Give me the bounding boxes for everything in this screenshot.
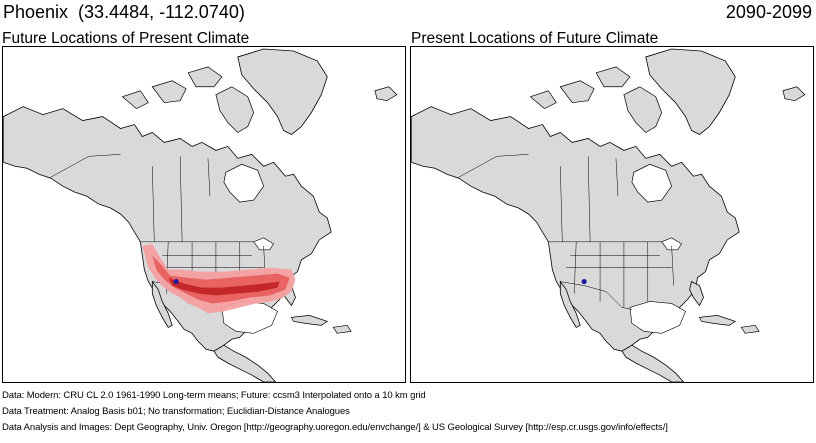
land-masses-right [411, 48, 806, 382]
analog-region [142, 243, 296, 314]
baffin-island [215, 86, 255, 133]
greenland-right [645, 48, 736, 135]
greenland [237, 48, 328, 135]
map-panel-future-locations [2, 46, 406, 383]
great-lakes-right [661, 237, 683, 251]
footer-data-source: Data: Modern: CRU CL 2.0 1961-1990 Long-… [2, 390, 426, 401]
cuba-right [698, 315, 737, 326]
land-masses [3, 48, 398, 382]
site-marker-phoenix [173, 279, 179, 285]
baja-california-right [559, 280, 581, 328]
arctic-island-2 [187, 66, 223, 88]
map-panel-present-locations [410, 46, 814, 383]
central-america-right [621, 344, 685, 382]
central-america [213, 344, 277, 382]
arctic-island-1-right [559, 80, 595, 104]
panel-title-present-locations: Present Locations of Future Climate [411, 30, 659, 47]
florida-right [689, 281, 704, 307]
political-boundaries-right [456, 154, 674, 310]
arctic-island-3 [121, 90, 149, 110]
hudson-bay [223, 163, 265, 203]
location-title: Phoenix (33.4484, -112.0740) [3, 2, 245, 22]
site-marker-phoenix-right [581, 279, 587, 285]
baja-california [151, 280, 173, 328]
analog-region-dark [168, 277, 280, 296]
gulf-of-mexico-right [629, 301, 686, 334]
hispaniola [332, 324, 352, 334]
arctic-island-1 [151, 80, 187, 104]
iceland-right [782, 86, 806, 102]
footer-analysis-credits: Data Analysis and Images: Dept Geography… [2, 422, 668, 433]
period-title: 2090-2099 [725, 2, 812, 22]
north-america-map-right [411, 48, 806, 382]
hudson-bay-right [631, 163, 673, 203]
panel-title-future-locations: Future Locations of Present Climate [2, 30, 250, 47]
arctic-island-2-right [595, 66, 631, 88]
baffin-island-right [623, 86, 663, 133]
arctic-island-3-right [529, 90, 557, 110]
north-america-map-left [3, 48, 398, 382]
footer-data-treatment: Data Treatment: Analog Basis b01; No tra… [2, 406, 350, 417]
cuba [290, 315, 329, 326]
hispaniola-right [740, 324, 760, 334]
great-lakes [253, 237, 275, 251]
iceland [374, 86, 398, 102]
